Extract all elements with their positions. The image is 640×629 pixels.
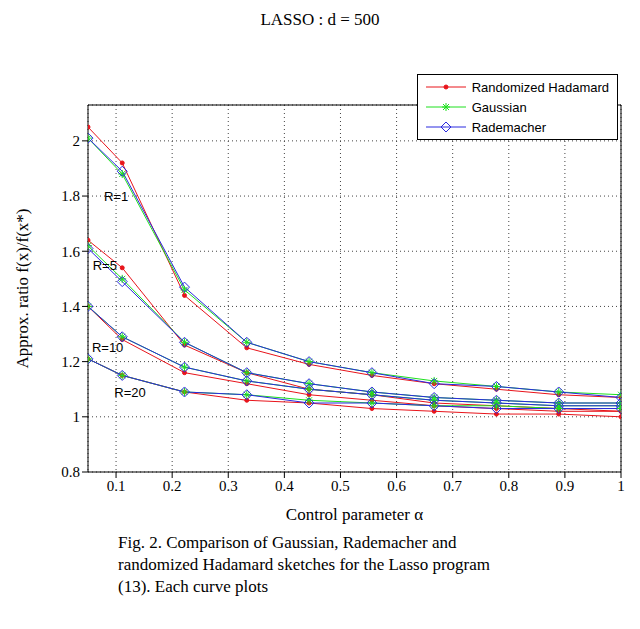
svg-text:0.7: 0.7 [443, 478, 462, 494]
svg-text:0.1: 0.1 [107, 478, 126, 494]
html-text:LASSO : d = 500: LASSO : d = 500 [260, 10, 380, 29]
svg-text:2: 2 [73, 133, 81, 149]
svg-text:Approx. ratio f(x)/f(x*): Approx. ratio f(x)/f(x*) [13, 208, 32, 368]
svg-text:0.9: 0.9 [556, 478, 575, 494]
svg-text:0.4: 0.4 [275, 478, 294, 494]
html-text:Gaussian: Gaussian [471, 99, 527, 115]
svg-text:R=10: R=10 [92, 340, 123, 355]
svg-text:0.6: 0.6 [387, 478, 406, 494]
svg-text:1.6: 1.6 [61, 244, 80, 260]
html-text:Randomized Hadamard: Randomized Hadamard [471, 79, 609, 95]
svg-text:1.2: 1.2 [61, 354, 80, 370]
svg-text:1.4: 1.4 [61, 299, 80, 315]
svg-text:0.5: 0.5 [331, 478, 350, 494]
html-text:Rademacher: Rademacher [471, 119, 547, 135]
html-text:Fig. 2. Comparison of Gaussian: Fig. 2. Comparison of Gaussian, Rademach… [118, 533, 490, 596]
svg-text:R=20: R=20 [114, 385, 145, 400]
svg-text:R=5: R=5 [93, 258, 117, 273]
svg-text:0.8: 0.8 [61, 464, 80, 480]
svg-text:R=1: R=1 [104, 189, 128, 204]
svg-text:1.8: 1.8 [61, 188, 80, 204]
svg-text:0.2: 0.2 [163, 478, 182, 494]
svg-text:1: 1 [617, 478, 625, 494]
svg-text:0.8: 0.8 [499, 478, 518, 494]
svg-text:Control parameter α: Control parameter α [286, 505, 423, 524]
svg-text:1: 1 [73, 409, 81, 425]
svg-text:0.3: 0.3 [219, 478, 238, 494]
